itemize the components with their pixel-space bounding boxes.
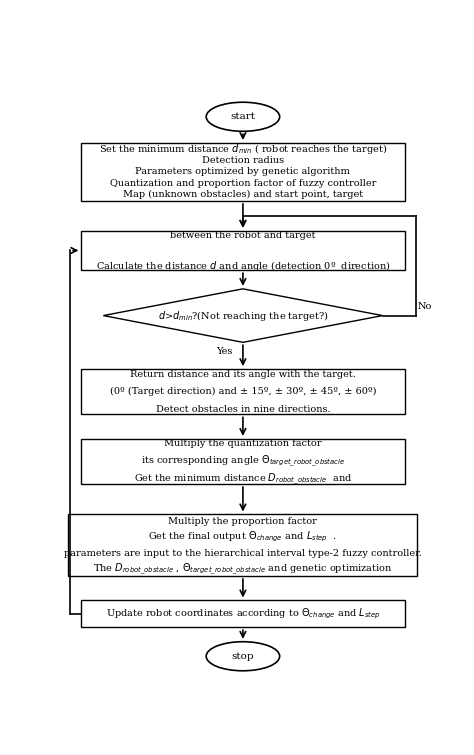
- Text: $d$>$d_{min}$?(Not reaching the target?): $d$>$d_{min}$?(Not reaching the target?): [157, 309, 328, 322]
- Text: (0º (Target direction) and ± 15º, ± 30º, ± 45º, ± 60º): (0º (Target direction) and ± 15º, ± 30º,…: [109, 387, 376, 396]
- FancyBboxPatch shape: [68, 514, 418, 576]
- Text: Calculate the distance $d$ and angle (detection 0º  direction): Calculate the distance $d$ and angle (de…: [96, 259, 390, 273]
- FancyBboxPatch shape: [82, 369, 405, 414]
- Text: Yes: Yes: [216, 347, 233, 356]
- FancyBboxPatch shape: [82, 231, 405, 270]
- Text: its corresponding angle $\Theta_{target\_robot\_obstacle}$: its corresponding angle $\Theta_{target\…: [141, 454, 345, 469]
- Text: Detection radius: Detection radius: [202, 156, 284, 165]
- Text: Return distance and its angle with the target.: Return distance and its angle with the t…: [130, 369, 356, 378]
- Polygon shape: [103, 289, 383, 342]
- Ellipse shape: [206, 102, 280, 131]
- Text: Set the minimum distance $d_{min}$ ( robot reaches the target): Set the minimum distance $d_{min}$ ( rob…: [99, 142, 387, 156]
- Text: stop: stop: [232, 652, 254, 661]
- Text: between the robot and target: between the robot and target: [170, 230, 316, 239]
- Text: start: start: [230, 112, 255, 122]
- Text: Detect obstacles in nine directions.: Detect obstacles in nine directions.: [155, 405, 330, 414]
- Text: The $D_{robot\_obstacle}$ , $\Theta_{target\_robot\_obstacle}$ and genetic optim: The $D_{robot\_obstacle}$ , $\Theta_{tar…: [93, 562, 392, 577]
- Text: No: No: [418, 302, 432, 311]
- Ellipse shape: [206, 642, 280, 670]
- Text: Map (unknown obstacles) and start point, target: Map (unknown obstacles) and start point,…: [123, 190, 363, 199]
- Text: Update robot coordinates according to $\Theta_{change}$ and $L_{step}$: Update robot coordinates according to $\…: [106, 606, 380, 621]
- Text: Get the minimum distance $D_{robot\_obstacle}$  and: Get the minimum distance $D_{robot\_obst…: [134, 472, 352, 487]
- FancyBboxPatch shape: [82, 143, 405, 201]
- FancyBboxPatch shape: [82, 439, 405, 484]
- Text: Parameters optimized by genetic algorithm: Parameters optimized by genetic algorith…: [136, 168, 350, 177]
- Text: Multiply the quantization factor: Multiply the quantization factor: [164, 439, 322, 448]
- FancyBboxPatch shape: [82, 600, 405, 627]
- Text: Quantization and proportion factor of fuzzy controller: Quantization and proportion factor of fu…: [110, 179, 376, 188]
- Text: Multiply the proportion factor: Multiply the proportion factor: [168, 516, 318, 525]
- Text: Get the final output $\Theta_{change}$ and $L_{step}$  .: Get the final output $\Theta_{change}$ a…: [148, 530, 337, 544]
- Text: parameters are input to the hierarchical interval type-2 fuzzy controller.: parameters are input to the hierarchical…: [64, 549, 422, 558]
